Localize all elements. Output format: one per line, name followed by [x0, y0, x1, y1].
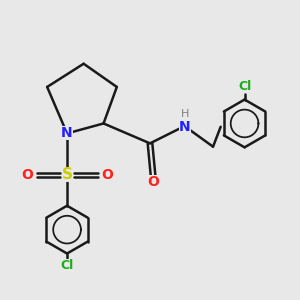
Text: Cl: Cl [238, 80, 251, 93]
Text: N: N [61, 126, 73, 140]
Text: O: O [21, 168, 33, 182]
Text: O: O [147, 175, 159, 188]
Text: Cl: Cl [60, 259, 74, 272]
Text: N: N [179, 120, 191, 134]
Text: S: S [61, 167, 73, 182]
Text: O: O [101, 168, 113, 182]
Text: H: H [181, 109, 189, 119]
